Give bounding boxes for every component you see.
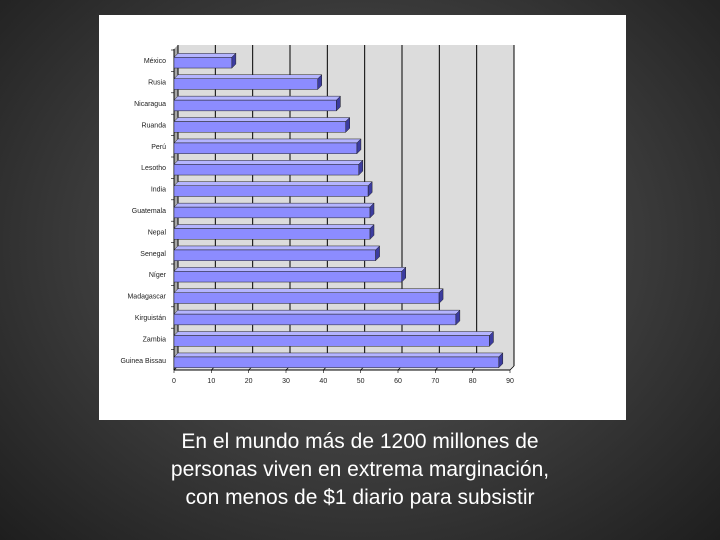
bar-side [375,245,380,262]
bar-side [455,309,461,326]
bar-top [173,53,237,58]
bar [173,185,369,197]
bar [173,292,440,304]
caption-line-2: personas viven en extrema marginación, [170,458,550,481]
bar [173,313,457,326]
bar-side [498,352,504,369]
bar-top [173,95,342,101]
chart-panel: México Rusia Nicaragua Ruanda Perú Lesotho Ind… [99,15,626,420]
bar [173,164,360,176]
bar-side [231,52,237,69]
gridline-floor [509,365,515,371]
bar [173,335,490,347]
bar-side [356,138,362,155]
category-label: Perú [151,144,166,151]
bar-side [438,288,444,305]
bar [173,356,500,368]
category-label: Ruanda [141,122,166,129]
category-label: Kirguistán [135,315,166,322]
bar-side [345,116,350,133]
category-label: Madagascar [127,294,166,301]
bar-top [173,181,373,186]
bar-top [173,117,351,122]
bar [173,121,346,133]
bar-side [336,95,341,112]
bar-top [173,267,407,272]
bar [173,78,318,90]
category-label: Rusia [148,80,166,87]
bar-side [369,202,375,219]
bar-side [369,223,375,240]
category-label: México [144,58,166,65]
bar-side [317,74,322,91]
category-label: Níger [149,272,167,279]
bar-top [173,74,323,79]
bar-side [489,330,494,347]
x-tick-label: 10 [207,378,215,385]
bar [173,206,371,219]
caption: En el mundo más de 1200 millones de pers… [60,428,660,512]
bar-top [173,160,364,165]
category-label: Senegal [140,251,166,258]
x-tick-label: 20 [245,378,253,385]
bar [173,228,371,240]
bar-top [173,288,444,293]
x-tick-label: 90 [506,378,514,385]
category-label: Nepal [148,229,167,236]
bar-side [367,181,373,198]
bar-top [173,202,375,208]
bar [173,99,337,112]
x-tick-label: 30 [282,378,290,385]
bar-side [401,266,406,283]
bar-top [173,309,461,315]
bar-top [173,224,375,229]
category-label: Zambia [143,336,166,343]
bar [173,249,376,261]
bar-top [173,352,504,358]
x-tick-label: 50 [357,378,365,385]
x-tick-label: 70 [431,378,439,385]
bar-top [173,138,362,144]
bar [173,57,233,69]
caption-line-1: En el mundo más de 1200 millones de [181,430,539,453]
category-label: Lesotho [141,165,166,172]
category-label: Nicaragua [134,101,166,108]
bar-chart: México Rusia Nicaragua Ruanda Perú Lesotho Ind… [120,45,515,385]
category-label: Guinea Bissau [120,358,166,365]
x-tick-label: 40 [319,378,327,385]
x-tick-label: 60 [394,378,402,385]
bar-top [173,245,381,251]
category-label: Guatemala [132,208,166,215]
x-tick-label: 80 [469,378,477,385]
x-tick-label: 0 [172,378,176,385]
category-label: India [151,187,166,194]
caption-line-3: con menos de $1 diario para subsistir [185,486,535,509]
bar-side [358,159,364,176]
bar-top [173,331,495,336]
bar [173,271,402,283]
bar [173,142,358,154]
